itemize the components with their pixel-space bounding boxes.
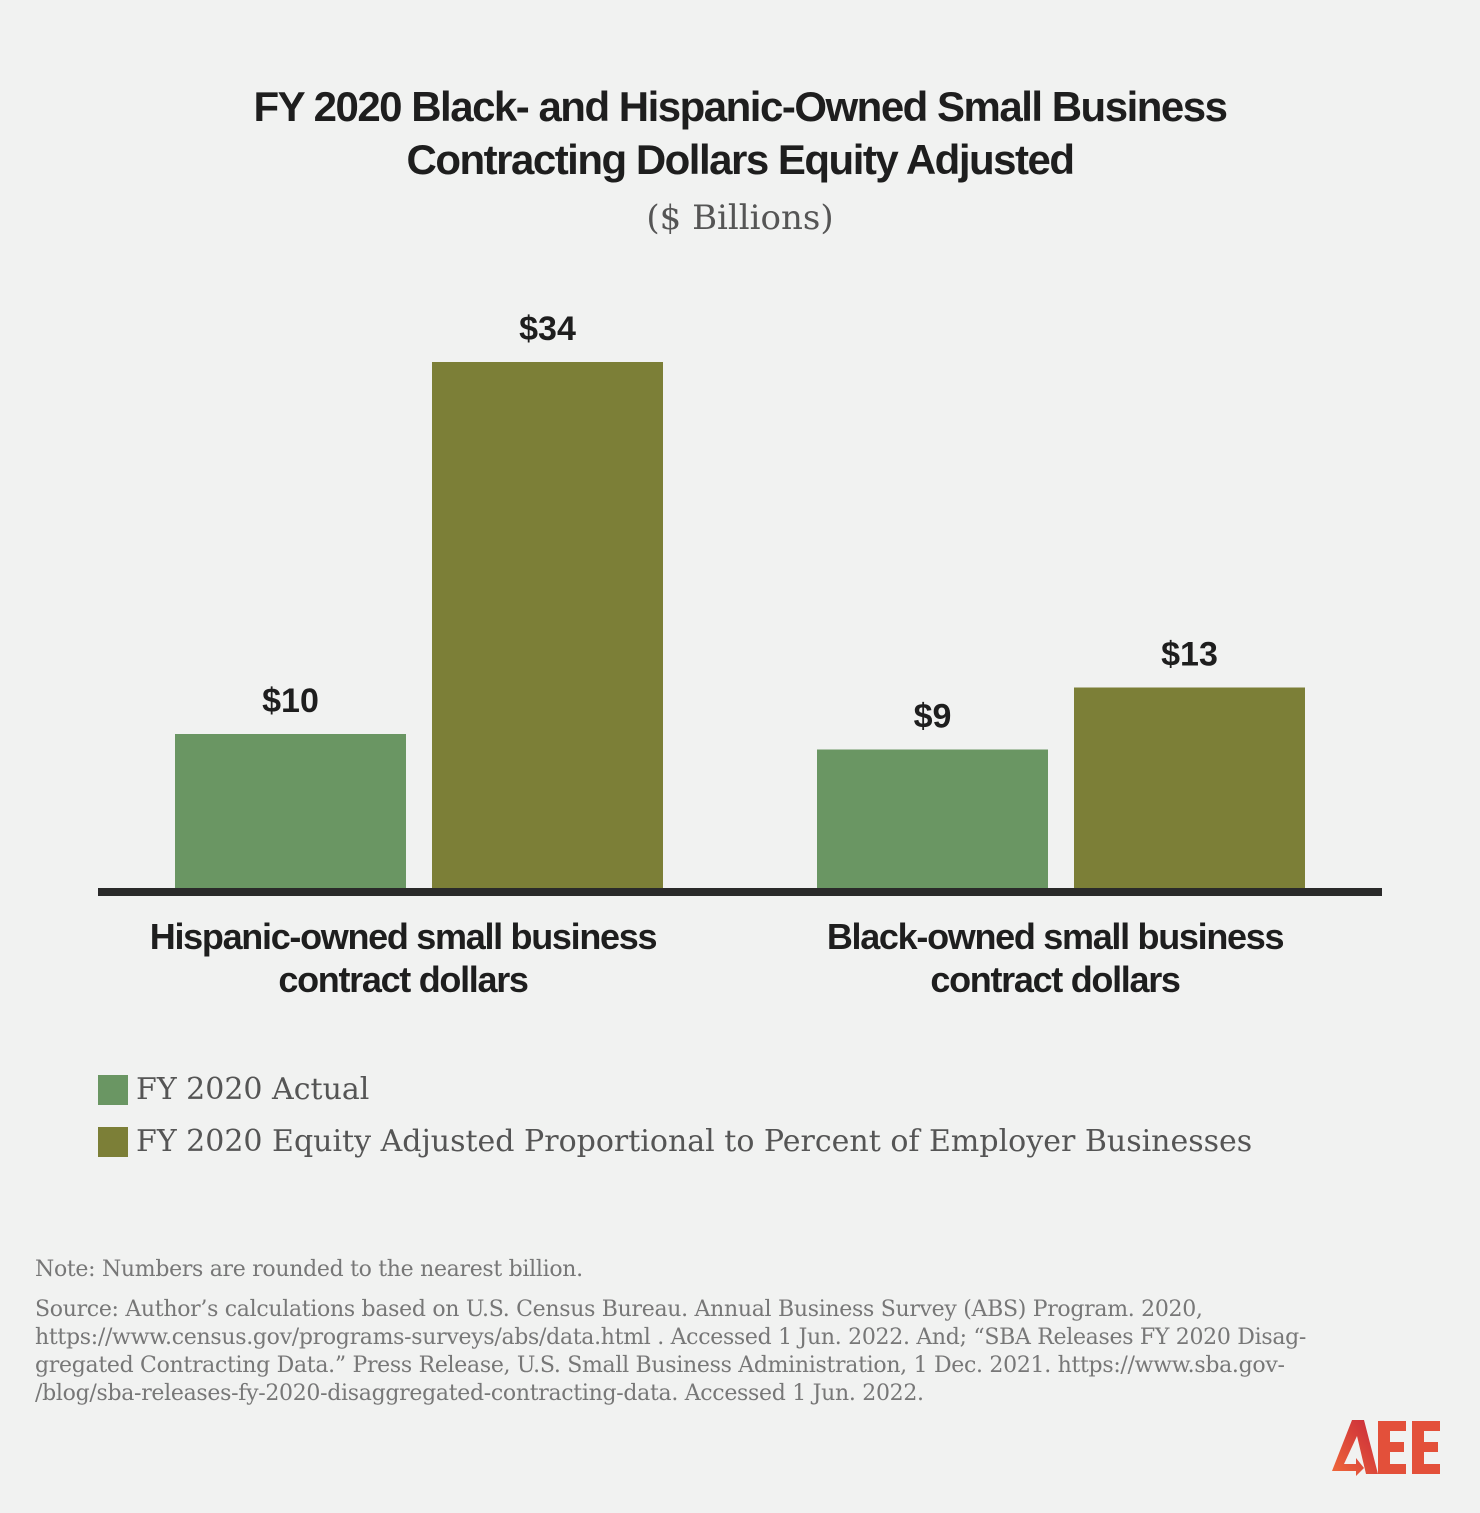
note-text: Note: Numbers are rounded to the nearest…: [35, 1257, 583, 1282]
chart-title-line-1: FY 2020 Black- and Hispanic-Owned Small …: [253, 83, 1228, 130]
x-axis-line: [98, 888, 1382, 896]
legend-item-equity-adjusted: FY 2020 Equity Adjusted Proportional to …: [98, 1124, 1252, 1159]
chart-subtitle: ($ Billions): [646, 198, 834, 238]
data-label: $9: [914, 698, 952, 736]
category-label-hispanic: Hispanic-owned small business contract d…: [100, 915, 706, 1001]
chart-title-line-2: Contracting Dollars Equity Adjusted: [406, 136, 1076, 183]
bar-actual-0: [175, 734, 406, 889]
category-label-black: Black-owned small business contract doll…: [752, 915, 1358, 1001]
bar-chart: $10 $9 $34 $13: [98, 310, 1382, 896]
data-label: $34: [519, 310, 576, 348]
source-text: Source: Author’s calculations based on U…: [35, 1296, 1306, 1408]
legend-swatch: [98, 1126, 128, 1157]
legend-label: FY 2020 Equity Adjusted Proportional to …: [136, 1124, 1253, 1159]
category-label-line: Black-owned small business: [826, 916, 1285, 957]
bar-actual-1: [817, 749, 1048, 889]
source-line: https://www.census.gov/programs-surveys/…: [35, 1325, 1307, 1350]
source-line: /blog/sba-releases-fy-2020-disaggregated…: [35, 1381, 924, 1406]
data-label: $10: [262, 682, 319, 720]
legend-swatch: [98, 1074, 128, 1105]
source-line: gregated Contracting Data.” Press Releas…: [35, 1353, 1285, 1378]
legend-label: FY 2020 Actual: [136, 1072, 370, 1107]
legend-item-actual: FY 2020 Actual: [98, 1072, 369, 1107]
category-label-line: Hispanic-owned small business: [149, 916, 658, 957]
aee-logo: [1332, 1420, 1440, 1476]
category-label-line: contract dollars: [278, 959, 529, 1000]
category-label-line: contract dollars: [930, 959, 1181, 1000]
source-line: Source: Author’s calculations based on U…: [35, 1297, 1203, 1322]
bar-equity-adjusted-1: [1074, 687, 1305, 889]
bar-equity-adjusted-0: [432, 362, 663, 889]
data-label: $13: [1161, 636, 1218, 674]
